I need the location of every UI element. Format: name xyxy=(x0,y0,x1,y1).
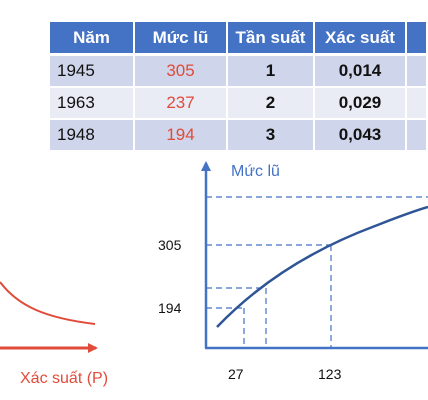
y-tick-305: 305 xyxy=(158,237,182,253)
table-row: 1963 237 2 0,029 xyxy=(50,88,428,120)
table-row: 1945 305 1 0,014 xyxy=(50,56,428,88)
cell-flood-level: 194 xyxy=(135,120,228,152)
header-extra xyxy=(407,22,428,56)
cell-extra xyxy=(407,120,428,152)
y-tick-194: 194 xyxy=(158,300,182,316)
cell-year: 1945 xyxy=(50,56,135,88)
cell-flood-level: 237 xyxy=(135,88,228,120)
cell-probability: 0,014 xyxy=(315,56,407,88)
x-tick-27: 27 xyxy=(228,366,244,382)
x-tick-123: 123 xyxy=(318,366,342,382)
header-flood-level: Mức lũ xyxy=(135,22,228,56)
table-row: 1948 194 3 0,043 xyxy=(50,120,428,152)
table-header-row: Năm Mức lũ Tần suất Xác suất xyxy=(50,22,428,56)
cell-year: 1963 xyxy=(50,88,135,120)
header-frequency: Tần suất xyxy=(228,22,315,56)
cell-frequency: 2 xyxy=(228,88,315,120)
header-probability: Xác suất xyxy=(315,22,407,56)
cell-extra xyxy=(407,88,428,120)
left-curve xyxy=(0,281,96,325)
flood-table: Năm Mức lũ Tần suất Xác suất 1945 305 1 … xyxy=(50,22,428,152)
cell-year: 1948 xyxy=(50,120,135,152)
flood-curve xyxy=(216,205,428,328)
cell-probability: 0,029 xyxy=(315,88,407,120)
left-x-axis-label: Xác suất (P) xyxy=(20,370,108,387)
cell-frequency: 3 xyxy=(228,120,315,152)
cell-frequency: 1 xyxy=(228,56,315,88)
right-y-axis-label: Mức lũ xyxy=(231,163,280,180)
cell-flood-level: 305 xyxy=(135,56,228,88)
cell-probability: 0,043 xyxy=(315,120,407,152)
cell-extra xyxy=(407,56,428,88)
header-year: Năm xyxy=(50,22,135,56)
